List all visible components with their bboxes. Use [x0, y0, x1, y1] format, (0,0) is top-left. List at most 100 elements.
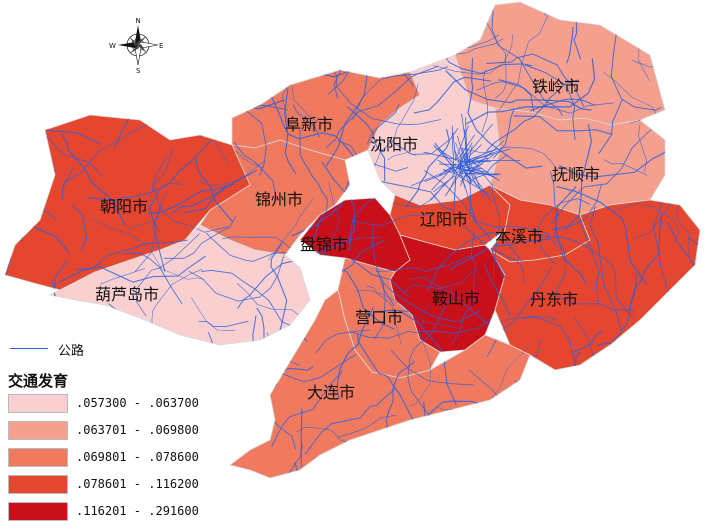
road-segment [556, 185, 647, 285]
road-segment [369, 83, 419, 177]
road-segment [46, 51, 94, 102]
city-label: 沈阳市 [370, 135, 418, 154]
road-segment [617, 460, 658, 473]
road-segment [72, 205, 88, 251]
road-segment [75, 239, 188, 271]
road-segment [463, 123, 493, 159]
road-segment [291, 85, 321, 123]
road-segment [144, 352, 162, 389]
city-label: 丹东市 [530, 290, 578, 309]
road-segment [433, 175, 456, 193]
road-segment [553, 414, 687, 471]
road-segment [402, 2, 431, 13]
road-segment [460, 170, 469, 183]
road-segment [271, 370, 344, 447]
road-segment [195, 158, 233, 222]
road-segment [481, 69, 489, 133]
road-segment [563, 124, 592, 231]
road-segment [407, 297, 451, 421]
compass-west-label: W [109, 42, 116, 50]
road-segment [610, 29, 662, 111]
legend-swatch [8, 502, 68, 521]
compass-south-label: S [136, 67, 141, 75]
road-segment [233, 142, 277, 201]
road-segment [306, 2, 347, 10]
road-segment [346, 106, 386, 182]
legend-class-3: .069801 - .078600 [6, 448, 206, 468]
road-segment [237, 241, 348, 309]
road-segment [465, 117, 468, 163]
road-segment [525, 64, 576, 141]
road-segment [351, 214, 431, 226]
road-segment [638, 123, 647, 173]
road-segment [641, 406, 661, 478]
city-label: 本溪市 [495, 227, 543, 246]
road-segment [486, 79, 579, 152]
road-segment [150, 182, 186, 233]
road-segment [267, 198, 314, 261]
road-segment [573, 2, 654, 60]
road-segment [581, 396, 671, 433]
legend-swatch [8, 394, 68, 413]
road-segment [461, 113, 469, 163]
legend-range-label: .069801 - .078600 [76, 450, 199, 464]
road-segment [613, 203, 679, 243]
road-segment [493, 108, 515, 159]
road-segment [357, 334, 416, 442]
road-segment [521, 316, 581, 385]
road-segment [126, 190, 169, 230]
city-label: 辽阳市 [420, 210, 468, 229]
road-segment [5, 81, 46, 106]
road-segment [469, 159, 472, 215]
compass-north-label: N [136, 17, 141, 25]
road-segment [224, 410, 265, 451]
road-segment [24, 58, 71, 100]
road-segment [100, 268, 146, 285]
road-segment [453, 160, 489, 168]
road-segment [325, 65, 439, 148]
road-segment [476, 81, 615, 114]
road-segment [598, 99, 623, 154]
road-segment [239, 2, 255, 22]
road-segment [463, 171, 473, 183]
road-segment [496, 315, 558, 325]
region-14 [229, 289, 531, 479]
road-segment [336, 307, 375, 400]
city-label: 锦州市 [255, 190, 303, 209]
road-segment [152, 156, 229, 233]
road-segment [349, 257, 409, 297]
road-segment [442, 169, 464, 177]
road-segment [477, 166, 500, 281]
road-segment [469, 160, 484, 198]
road-segment [463, 225, 525, 283]
road-segment [281, 366, 314, 372]
road-segment [471, 154, 508, 180]
legend-class-5: .116201 - .291600 [6, 502, 206, 522]
legend-swatch [8, 448, 68, 467]
road-segment [58, 255, 206, 283]
legend-road-label: 公路 [58, 344, 85, 359]
road-segment [284, 87, 297, 175]
region-6 [199, 139, 351, 256]
road-segment [479, 15, 507, 99]
road-segment [463, 158, 477, 187]
city-label: 鞍山市 [432, 289, 480, 308]
road-segment [197, 160, 266, 186]
road-segment [589, 206, 622, 332]
road-segment [461, 168, 482, 175]
city-label: 抚顺市 [552, 165, 600, 184]
legend-range-label: .063701 - .069800 [76, 423, 199, 437]
road-segment [200, 48, 232, 138]
road-segment [337, 414, 397, 438]
road-segment [355, 290, 457, 328]
road-segment [535, 404, 571, 425]
legend-range-label: .078601 - .116200 [76, 477, 199, 491]
road-segment [514, 380, 607, 463]
road-segment [157, 53, 175, 96]
road-segment [381, 280, 482, 323]
road-segment [546, 291, 635, 311]
road-segment [647, 2, 700, 31]
road-segment [433, 144, 454, 168]
road-segment [404, 271, 472, 293]
